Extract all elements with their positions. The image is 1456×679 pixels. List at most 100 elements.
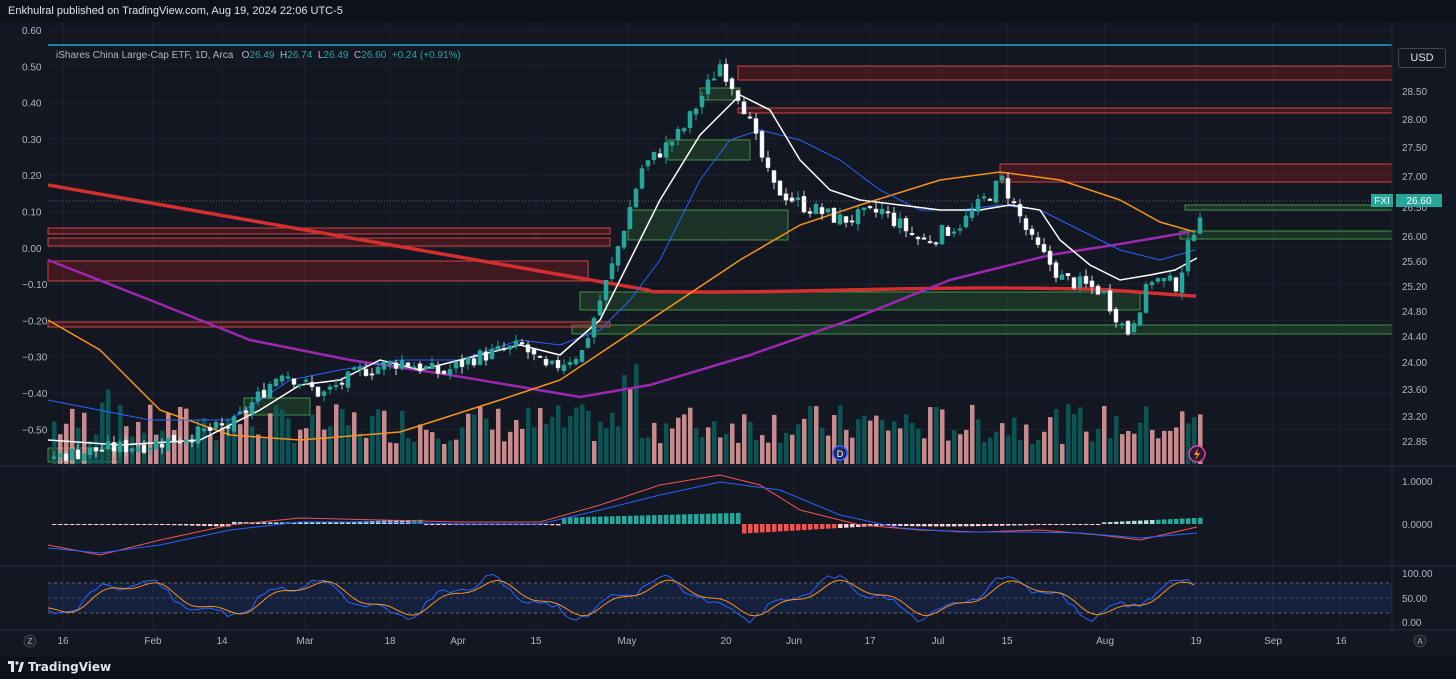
legend-high-label: H: [280, 50, 288, 61]
candle-body: [105, 441, 111, 450]
volume-bar: [280, 409, 285, 464]
candle-body: [603, 279, 609, 301]
left-axis-label: 0.20: [22, 171, 42, 182]
time-axis-label: 20: [720, 636, 732, 647]
candle-body: [387, 361, 393, 366]
left-axis-label: 0.10: [22, 208, 42, 219]
volume-bar: [976, 419, 981, 464]
candle-body: [459, 358, 465, 368]
candle-body: [699, 96, 705, 108]
macd-histogram-bar: [1084, 524, 1089, 525]
macd-histogram-bar: [94, 524, 99, 525]
volume-bar: [1144, 406, 1149, 464]
candle-body: [123, 439, 129, 453]
volume-bar: [772, 414, 777, 464]
macd-histogram-bar: [964, 524, 969, 527]
lightning-icon[interactable]: [1188, 445, 1206, 463]
candle-body: [87, 447, 93, 455]
auto-button[interactable]: A: [1413, 634, 1427, 648]
volume-bar: [580, 404, 585, 464]
volume-bar: [562, 427, 567, 464]
macd-histogram-bar: [820, 524, 825, 530]
auto-scale-button[interactable]: Z: [23, 634, 37, 648]
candle-body: [975, 199, 981, 212]
macd-histogram-bar: [292, 522, 297, 524]
volume-bar: [58, 434, 63, 464]
volume-bar: [178, 406, 183, 464]
volume-bar: [514, 419, 519, 464]
time-axis-label: 17: [864, 636, 876, 647]
macd-histogram-bar: [442, 524, 447, 525]
candle-body: [429, 363, 435, 370]
candle-body: [765, 157, 771, 168]
macd-histogram-bar: [406, 520, 411, 524]
candle-body: [579, 350, 585, 362]
candle-body: [903, 218, 909, 232]
macd-histogram-bar: [160, 524, 165, 525]
candle-body: [927, 241, 933, 244]
volume-bar: [958, 434, 963, 464]
macd-histogram-bar: [730, 513, 735, 524]
candle-body: [405, 362, 411, 367]
stochastic-axis-label: 100.00: [1402, 569, 1433, 580]
time-axis-label: Aug: [1096, 636, 1114, 647]
macd-histogram-bar: [976, 524, 981, 527]
macd-histogram-bar: [634, 515, 639, 524]
volume-bar: [598, 421, 603, 464]
candle-body: [129, 448, 135, 452]
volume-bar: [652, 422, 657, 464]
volume-bar: [100, 402, 105, 464]
left-axis-label: −0.20: [22, 316, 48, 327]
currency-button[interactable]: USD: [1398, 48, 1446, 68]
svg-text:Z: Z: [28, 637, 33, 646]
macd-histogram-bar: [208, 524, 213, 527]
candle-body: [99, 449, 105, 452]
macd-histogram-bar: [88, 524, 93, 525]
macd-histogram-bar: [202, 524, 207, 526]
macd-histogram-bar: [58, 524, 63, 525]
candle-body: [213, 421, 219, 429]
volume-bar: [1156, 438, 1161, 464]
macd-histogram-bar: [550, 524, 555, 526]
candle-body: [93, 447, 99, 452]
volume-bar: [1198, 414, 1203, 464]
volume-bar: [664, 423, 669, 464]
symbol-legend[interactable]: iShares China Large-Cap ETF, 1D, Arca O2…: [56, 50, 461, 61]
candle-body: [363, 368, 369, 377]
signal-line: [47, 481, 1198, 554]
volume-bar: [172, 429, 177, 464]
dividend-marker[interactable]: D: [832, 445, 848, 461]
macd-histogram-bar: [760, 524, 765, 533]
macd-histogram-bar: [298, 522, 303, 524]
chart-area[interactable]: 0.60 0.50 0.40 0.30 0.20 0.10 0.00 −0.10 −0.20 −0…: [0, 22, 1456, 657]
volume-bar: [238, 424, 243, 464]
candle-body: [807, 211, 813, 214]
macd-histogram-bar: [700, 513, 705, 524]
volume-bar: [568, 415, 573, 464]
macd-histogram-bar: [946, 524, 951, 527]
macd-histogram-bar: [892, 524, 897, 526]
time-axis-label: Jul: [932, 636, 945, 647]
macd-histogram-bar: [826, 524, 831, 529]
candle-body: [1173, 277, 1179, 292]
tradingview-logo[interactable]: TradingView: [8, 660, 111, 674]
volume-bar: [1024, 424, 1029, 464]
candle-body: [249, 402, 255, 415]
volume-bar: [1108, 438, 1113, 464]
candle-body: [1059, 274, 1065, 280]
candle-body: [1077, 276, 1083, 288]
published-text: Enkhulral published on TradingView.com, …: [8, 5, 343, 17]
candle-body: [819, 207, 825, 215]
volume-bar: [874, 415, 879, 464]
candle-body: [135, 447, 141, 452]
supply-zone: [47, 260, 589, 282]
candle-body: [183, 439, 189, 443]
candle-body: [165, 437, 171, 451]
volume-bar: [838, 405, 843, 464]
chart-canvas[interactable]: 0.60 0.50 0.40 0.30 0.20 0.10 0.00 −0.10 −0.20 −0…: [0, 22, 1456, 657]
left-axis-label: −0.10: [22, 280, 48, 291]
macd-histogram-bar: [574, 517, 579, 524]
legend-close: 26.60: [361, 50, 387, 61]
volume-bar: [712, 421, 717, 464]
right-axis-label: 23.20: [1402, 412, 1427, 423]
